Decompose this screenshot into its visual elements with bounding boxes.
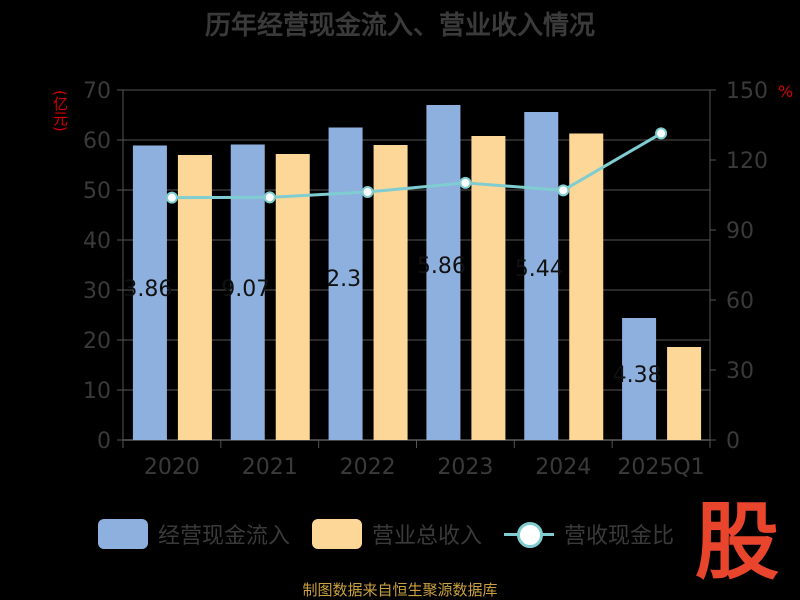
y-tick-label-right: 0 <box>726 429 740 454</box>
bar-revenue <box>373 145 408 440</box>
brand-logo: 股 <box>695 493 780 591</box>
y-tick-label-left: 10 <box>83 379 111 404</box>
y-tick-label-left: 0 <box>97 429 111 454</box>
point-ratio <box>655 127 668 140</box>
legend-label-revenue: 营业总收入 <box>372 524 483 549</box>
bar-revenue <box>177 155 212 440</box>
bar-cash <box>230 144 265 440</box>
y-tick-label-right: 30 <box>726 359 754 384</box>
data-label: 2.3 <box>326 267 361 292</box>
y-tick-label-right: 120 <box>726 149 768 174</box>
x-tick-label: 2023 <box>437 455 493 480</box>
legend-label-ratio: 营收现金比 <box>564 524 675 549</box>
chart-title: 历年经营现金流入、营业收入情况 <box>204 11 595 41</box>
bar-cash <box>524 112 559 440</box>
y-tick-label-left: 50 <box>83 179 111 204</box>
legend: 经营现金流入 营业总收入 营收现金比 <box>98 516 696 552</box>
bar-revenue <box>569 133 604 440</box>
bar-revenue <box>667 347 702 440</box>
data-label: 5.44 <box>515 257 564 282</box>
data-label: 5.86 <box>417 254 466 279</box>
point-ratio <box>459 176 472 189</box>
point-ratio <box>557 184 570 197</box>
legend-swatch-cash <box>98 519 148 549</box>
y-tick-label-right: 90 <box>726 219 754 244</box>
y-tick-label-left: 30 <box>83 279 111 304</box>
x-tick-label: 2024 <box>535 455 591 480</box>
y-tick-label-right: 150 <box>726 79 768 104</box>
bar-cash <box>132 145 167 440</box>
bar-cash <box>426 105 461 440</box>
line-ratio <box>171 132 662 200</box>
x-tick-label: 2020 <box>144 455 200 480</box>
x-tick-label: 2021 <box>242 455 298 480</box>
bar-cash <box>622 318 657 440</box>
x-tick-label: 2022 <box>340 455 396 480</box>
bar-revenue <box>275 154 310 440</box>
y-tick-label-left: 60 <box>83 129 111 154</box>
y-tick-label-left: 70 <box>83 79 111 104</box>
data-label: 9.07 <box>221 277 270 302</box>
legend-swatch-ratio <box>504 519 555 549</box>
point-ratio <box>263 191 276 204</box>
bar-revenue <box>471 136 506 440</box>
legend-item-revenue[interactable]: 营业总收入 <box>312 518 482 550</box>
point-ratio <box>361 185 374 198</box>
point-ratio <box>165 191 178 204</box>
data-label: 3.86 <box>123 277 172 302</box>
legend-label-cash: 经营现金流入 <box>158 524 291 549</box>
x-tick-label: 2025Q1 <box>617 455 704 480</box>
left-axis-unit: (亿元) <box>51 90 69 132</box>
right-axis-unit: % <box>778 82 794 101</box>
legend-item-ratio[interactable]: 营收现金比 <box>504 518 674 550</box>
source-note: 制图数据来自恒生聚源数据库 <box>302 581 498 599</box>
y-tick-label-left: 40 <box>83 229 111 254</box>
bar-cash <box>328 127 363 440</box>
data-label: 4.38 <box>613 363 662 388</box>
legend-swatch-revenue <box>312 519 363 549</box>
legend-item-cash[interactable]: 经营现金流入 <box>98 518 290 550</box>
y-tick-label-right: 60 <box>726 289 754 314</box>
y-tick-label-left: 20 <box>83 329 111 354</box>
